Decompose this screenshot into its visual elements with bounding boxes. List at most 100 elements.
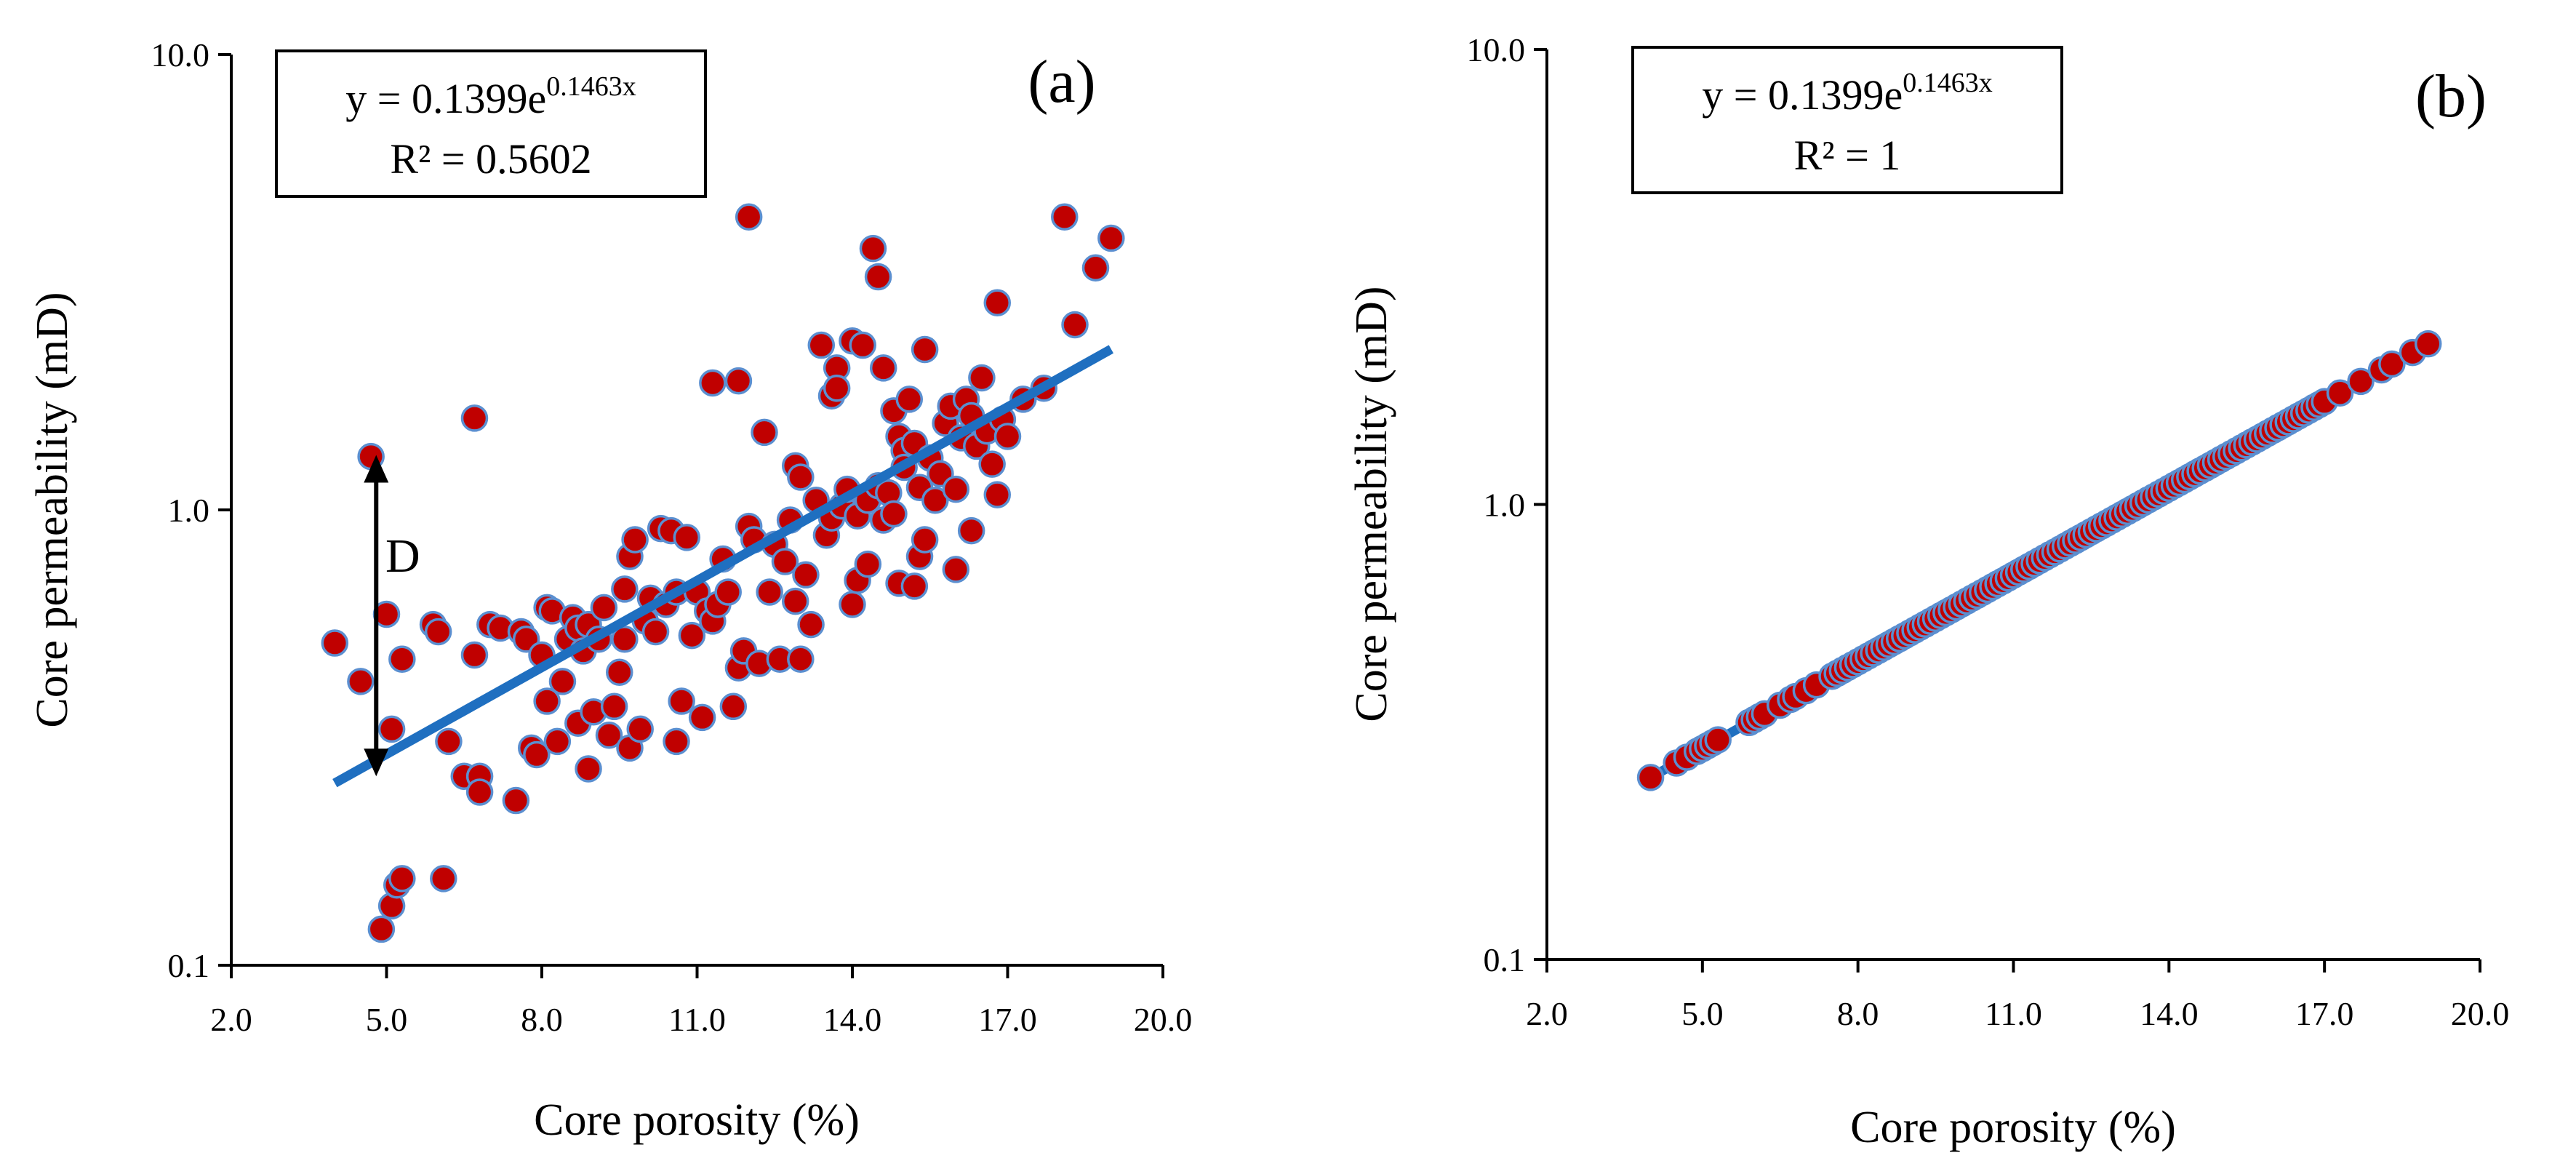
y-tick-label: 10.0	[151, 36, 210, 73]
x-tick-label: 5.0	[1681, 995, 1724, 1032]
data-point	[900, 572, 929, 600]
data-point	[611, 575, 639, 603]
x-tick-label: 2.0	[210, 1001, 252, 1038]
data-point	[1097, 224, 1125, 252]
x-tick-label: 2.0	[1526, 995, 1568, 1032]
data-point	[957, 516, 985, 545]
data-point	[606, 658, 633, 686]
data-point	[942, 475, 970, 503]
data-point	[968, 364, 996, 392]
data-point	[839, 591, 866, 618]
r-squared-text: R² = 1	[1794, 132, 1901, 179]
data-point	[792, 561, 820, 589]
panel-label: (a)	[1028, 48, 1095, 116]
data-point	[590, 594, 618, 622]
data-point	[911, 335, 939, 364]
panel-a-x-ticks: 2.0 5.0 8.0 11.0 14.0 17.0 20.0	[210, 965, 1192, 1038]
data-point	[983, 481, 1012, 508]
data-point	[673, 524, 701, 551]
data-point	[719, 692, 748, 721]
data-point	[460, 641, 489, 669]
x-tick-label: 5.0	[366, 1001, 408, 1038]
data-point	[688, 703, 716, 732]
panel-a: 0.1 1.0 10.0 2.0 5.0 8.0 11.0 14.0 17.0 20.0 D y…	[28, 36, 1192, 1145]
data-point	[787, 645, 815, 674]
d-arrow-head-bottom	[364, 748, 389, 777]
data-point	[797, 610, 825, 639]
data-point	[724, 367, 753, 395]
x-axis-title: Core porosity (%)	[1850, 1103, 2176, 1152]
equation-text: y = 0.1399e0.1463x	[345, 71, 636, 122]
data-point	[714, 578, 742, 606]
data-point	[807, 331, 836, 359]
data-point	[435, 727, 463, 756]
d-label: D	[385, 530, 420, 583]
data-point	[595, 722, 623, 749]
data-point	[2414, 330, 2442, 358]
x-tick-label: 11.0	[668, 1001, 726, 1038]
data-point	[895, 386, 924, 413]
data-point	[388, 645, 416, 674]
x-tick-label: 20.0	[1134, 1001, 1193, 1038]
data-point	[911, 526, 939, 554]
x-tick-label: 8.0	[521, 1001, 563, 1038]
y-tick-label: 1.0	[1484, 487, 1526, 524]
data-point	[621, 526, 649, 554]
data-point	[880, 500, 908, 528]
data-point	[1081, 254, 1110, 282]
data-point	[864, 263, 892, 291]
data-point	[533, 687, 561, 715]
data-point	[600, 692, 628, 721]
y-tick-label: 0.1	[1484, 941, 1526, 978]
data-point	[2326, 379, 2354, 407]
panel-a-data-points	[321, 203, 1125, 943]
data-point	[430, 865, 457, 893]
data-point	[771, 548, 799, 575]
data-point	[849, 331, 876, 359]
data-point	[781, 587, 809, 615]
data-point	[1636, 764, 1665, 791]
panel-b-data-points	[1636, 330, 2442, 791]
data-point	[2347, 367, 2375, 396]
data-point	[978, 450, 1006, 478]
data-point	[523, 740, 551, 769]
panel-a-trend-line	[332, 345, 1114, 788]
panel-b-y-ticks: 0.1 1.0 10.0	[1467, 31, 1547, 978]
panel-b: 0.1 1.0 10.0 2.0 5.0 8.0 11.0 14.0 17.0 20.0 y =…	[1347, 31, 2509, 1152]
data-point	[611, 626, 639, 653]
data-point	[735, 203, 763, 231]
equation-box-frame	[275, 49, 707, 198]
data-point	[787, 463, 815, 491]
data-point	[751, 418, 778, 447]
data-point	[869, 354, 897, 382]
y-tick-label: 1.0	[168, 492, 210, 529]
data-point	[465, 778, 494, 806]
data-point	[699, 369, 727, 397]
data-point	[641, 618, 670, 646]
y-axis-title: Core permeability (mD)	[1347, 286, 1396, 722]
x-tick-label: 8.0	[1837, 995, 1879, 1032]
y-tick-label: 0.1	[168, 947, 210, 984]
data-point	[347, 668, 375, 695]
x-tick-label: 20.0	[2451, 995, 2510, 1032]
x-tick-label: 14.0	[2140, 995, 2199, 1032]
data-point	[678, 621, 706, 650]
data-point	[1061, 311, 1089, 339]
data-point	[1704, 726, 1732, 754]
x-axis-title: Core porosity (%)	[534, 1095, 860, 1145]
panel-a-d-annotation: D	[364, 455, 420, 777]
d-arrow-head-top	[364, 455, 389, 483]
data-point	[2378, 350, 2406, 378]
data-point	[424, 618, 452, 646]
data-point	[993, 423, 1022, 450]
panel-a-y-ticks: 0.1 1.0 10.0	[151, 36, 231, 984]
data-point	[460, 404, 489, 432]
x-tick-label: 17.0	[978, 1001, 1037, 1038]
data-point	[859, 234, 887, 263]
data-point	[626, 715, 654, 743]
data-point	[377, 715, 406, 743]
data-point	[1051, 203, 1079, 231]
equation-box-frame	[1631, 46, 2063, 194]
data-point	[502, 786, 530, 815]
